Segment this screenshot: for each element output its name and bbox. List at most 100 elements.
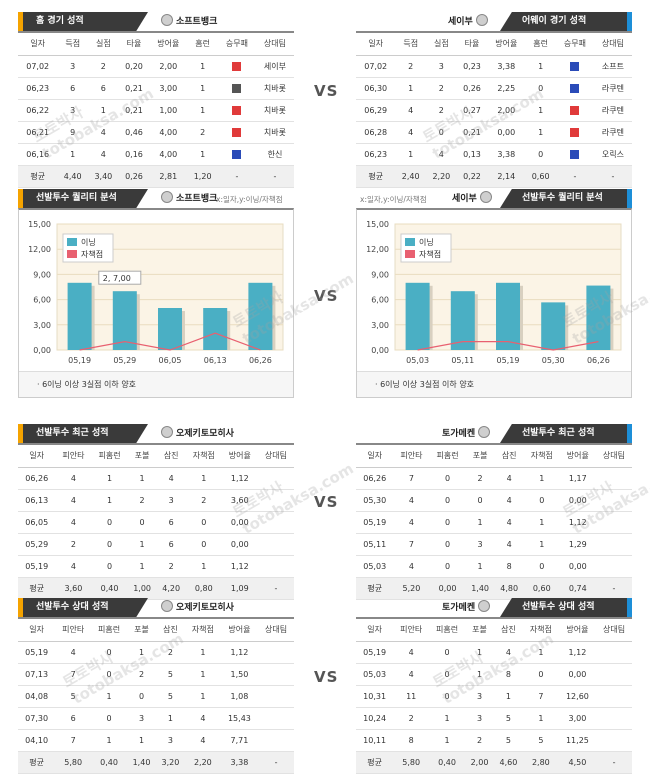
table-cell: 0: [522, 663, 559, 686]
table-cell: 0: [523, 489, 560, 512]
column-header: 타율: [118, 33, 150, 56]
panel-title: 선발투수 퀄리티 분석: [500, 189, 632, 208]
table-cell: 06,16: [18, 143, 58, 166]
table-cell: 06,13: [18, 489, 56, 512]
x-tick-label: 06,05: [159, 356, 182, 365]
table-cell: 4: [55, 641, 92, 664]
table-cell: 3,00: [149, 77, 188, 100]
table-cell: 07,30: [18, 707, 56, 730]
table-cell: 0,26: [456, 77, 488, 100]
innings-bar: [67, 282, 92, 350]
table-cell: 4: [88, 121, 119, 144]
table-header-row: 일자 피안타 피홈런 포볼 삼진 자책점 방어율 상대팀: [18, 619, 294, 642]
table-header-row: 일자 피안타 피홈런 포볼 삼진 자책점 방어율 상대팀: [18, 445, 294, 468]
seibu-logo-icon: [475, 14, 488, 26]
table-cell: -: [257, 577, 294, 600]
table-cell: 05,11: [356, 533, 394, 556]
table-row: 06,05 4 0 0 6 0 0,00: [18, 511, 294, 534]
table-cell: 10,31: [356, 685, 394, 708]
table-cell: 6: [55, 707, 92, 730]
table-cell: 3: [57, 99, 89, 122]
table-cell: 4,50: [558, 751, 597, 774]
table-cell: 0: [91, 555, 128, 578]
table-cell: 1: [465, 555, 495, 578]
table-cell: [258, 729, 294, 752]
x-tick-label: 06,13: [204, 356, 227, 365]
table-cell: 1: [91, 467, 128, 490]
table-cell: 4: [88, 143, 119, 166]
column-header: 방어율: [558, 619, 597, 642]
x-tick-label: 05,03: [406, 356, 429, 365]
table-cell: 0,21: [118, 99, 150, 122]
table-cell: 평균: [18, 165, 58, 188]
table-cell: 4: [184, 729, 221, 752]
innings-bar: [203, 308, 228, 350]
x-tick-label: 05,19: [68, 356, 91, 365]
column-header: 피안타: [393, 619, 430, 642]
loss-icon: L: [570, 149, 580, 159]
softbank-logo-icon: [161, 426, 173, 438]
table-cell: 0: [429, 533, 466, 556]
loss-icon: L: [232, 149, 242, 159]
innings-bar: [248, 282, 273, 350]
column-header: 일자: [18, 445, 56, 468]
table-cell: 0,21: [456, 121, 488, 144]
table-cell: 7,71: [220, 729, 259, 752]
svg-text:2, 7,00: 2, 7,00: [103, 274, 131, 283]
table-cell: 1: [429, 707, 466, 730]
table-cell: 7: [522, 685, 559, 708]
table-cell: -: [555, 165, 594, 188]
column-header: 일자: [356, 619, 394, 642]
y-tick-label: 3,00: [33, 321, 51, 330]
table-cell: 0,26: [118, 165, 150, 188]
table-cell: 7: [55, 663, 92, 686]
table-cell: 1: [525, 55, 556, 78]
table-cell: 0: [185, 533, 222, 556]
draw-icon: D: [232, 83, 242, 93]
table-cell: 7: [55, 729, 92, 752]
table-cell: 1: [523, 467, 560, 490]
column-header: 상대팀: [257, 445, 294, 468]
table-header-row: 일자 득점 실점 타율 방어율 홈런 승무패 상대팀: [18, 33, 294, 56]
table-cell: 4: [393, 511, 430, 534]
column-header: 방어율: [487, 33, 526, 56]
table-cell: 2: [127, 663, 156, 686]
legend-swatch: [405, 250, 415, 258]
table-cell: 1,12: [220, 641, 259, 664]
table-cell: 3,20: [155, 751, 185, 774]
legend-swatch: [405, 238, 415, 246]
table-cell: 4: [55, 511, 92, 534]
table-cell: 05,19: [18, 641, 56, 664]
y-tick-label: 15,00: [366, 220, 389, 229]
vs-label: VS: [314, 493, 339, 511]
table-cell: [257, 511, 294, 534]
table-cell: 4: [395, 121, 427, 144]
table-cell: 0,80: [185, 577, 222, 600]
table-cell: 1: [88, 99, 119, 122]
table-cell: 1: [57, 143, 89, 166]
y-tick-label: 9,00: [371, 270, 389, 279]
column-header: 삼진: [156, 445, 186, 468]
table-cell: 치바롯: [255, 121, 294, 144]
panel-title: 선발투수 최근 성적: [500, 424, 632, 443]
table-cell: 라쿠텐: [593, 99, 632, 122]
table-cell: 2,00: [487, 99, 526, 122]
chart-tooltip: 2, 7,00: [98, 270, 142, 285]
table-cell: 05,19: [18, 555, 56, 578]
table-cell: 치바롯: [255, 77, 294, 100]
team-name: 토가메켄: [442, 426, 493, 441]
table-cell: 05,19: [356, 641, 394, 664]
innings-bar: [496, 282, 520, 350]
quality-chart: 0,00 3,00 6,00 9,00 12,00 15,00 05,03 05,11 05,1…: [366, 220, 622, 365]
table-cell: 07,02: [356, 55, 396, 78]
team-name: 오제키토모히사: [158, 600, 234, 615]
table-cell: 1: [187, 99, 218, 122]
table-cell: 4: [393, 489, 430, 512]
table-row: 10,24 2 1 3 5 1 3,00: [356, 707, 632, 730]
table-cell: [595, 467, 632, 490]
x-tick-label: 06,26: [587, 356, 610, 365]
legend-label: 이닝: [419, 237, 434, 247]
result-cell: W: [217, 121, 256, 144]
